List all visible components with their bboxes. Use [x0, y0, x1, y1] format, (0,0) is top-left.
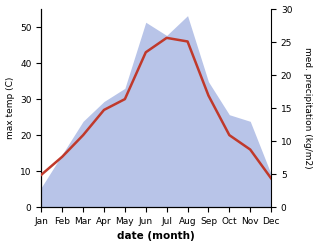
Y-axis label: max temp (C): max temp (C)	[5, 77, 15, 139]
X-axis label: date (month): date (month)	[117, 231, 195, 242]
Y-axis label: med. precipitation (kg/m2): med. precipitation (kg/m2)	[303, 47, 313, 169]
